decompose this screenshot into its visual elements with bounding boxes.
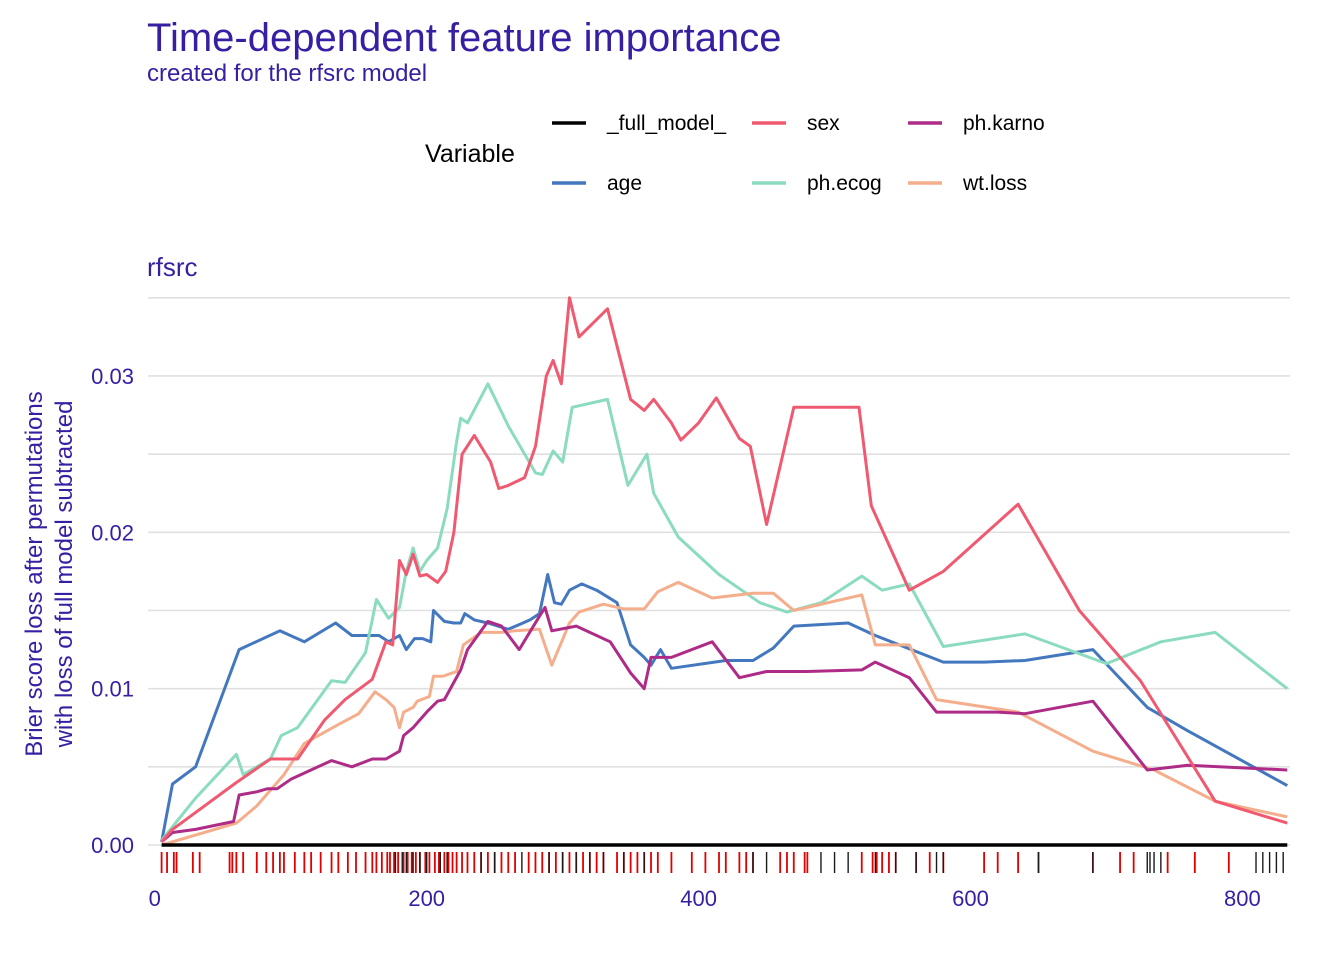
y-axis-label-line-1: Brier score loss after permutations (21, 391, 48, 756)
legend-label: sex (807, 112, 840, 135)
facet-label: rfsrc (147, 252, 198, 282)
x-axis-ticks: 0 200 400 600 800 (149, 886, 1261, 911)
legend-label: _full_model_ (606, 112, 726, 135)
series-line-sex (160, 296, 1288, 843)
x-tick-label: 800 (1224, 886, 1261, 911)
series-lines (160, 296, 1289, 847)
rug (160, 852, 1284, 873)
legend-label: ph.karno (963, 112, 1045, 135)
series-line-age (160, 573, 1289, 843)
series-line-ph-karno (160, 605, 1288, 844)
legend-label: wt.loss (962, 172, 1027, 195)
y-tick-label: 0.01 (91, 677, 134, 702)
y-axis-label: Brier score loss after permutations with… (21, 391, 78, 756)
chart-title: Time-dependent feature importance (147, 16, 781, 60)
legend-label: age (607, 172, 642, 195)
chart-subtitle: created for the rfsrc model (147, 60, 427, 87)
y-axis-label-line-2: with loss of full model subtracted (51, 401, 78, 749)
y-tick-label: 0.03 (91, 364, 134, 389)
x-tick-label: 400 (680, 886, 717, 911)
legend-title: Variable (425, 140, 515, 168)
gridlines (148, 297, 1290, 846)
legend-items: _full_model_age sex ph.ecog ph.karno wt.loss (552, 112, 1045, 195)
y-axis-ticks: 0.00 0.01 0.02 0.03 (91, 364, 134, 858)
y-tick-label: 0.00 (91, 833, 134, 858)
legend: Variable _full_model_age sex ph.ecog ph.kar… (425, 112, 1045, 195)
x-tick-label: 0 (149, 886, 161, 911)
x-tick-label: 200 (408, 886, 445, 911)
y-tick-label: 0.02 (91, 520, 134, 545)
series-line-wt-loss (161, 580, 1288, 847)
legend-label: ph.ecog (807, 172, 882, 195)
x-tick-label: 600 (952, 886, 989, 911)
series-line-ph-ecog (160, 382, 1289, 842)
